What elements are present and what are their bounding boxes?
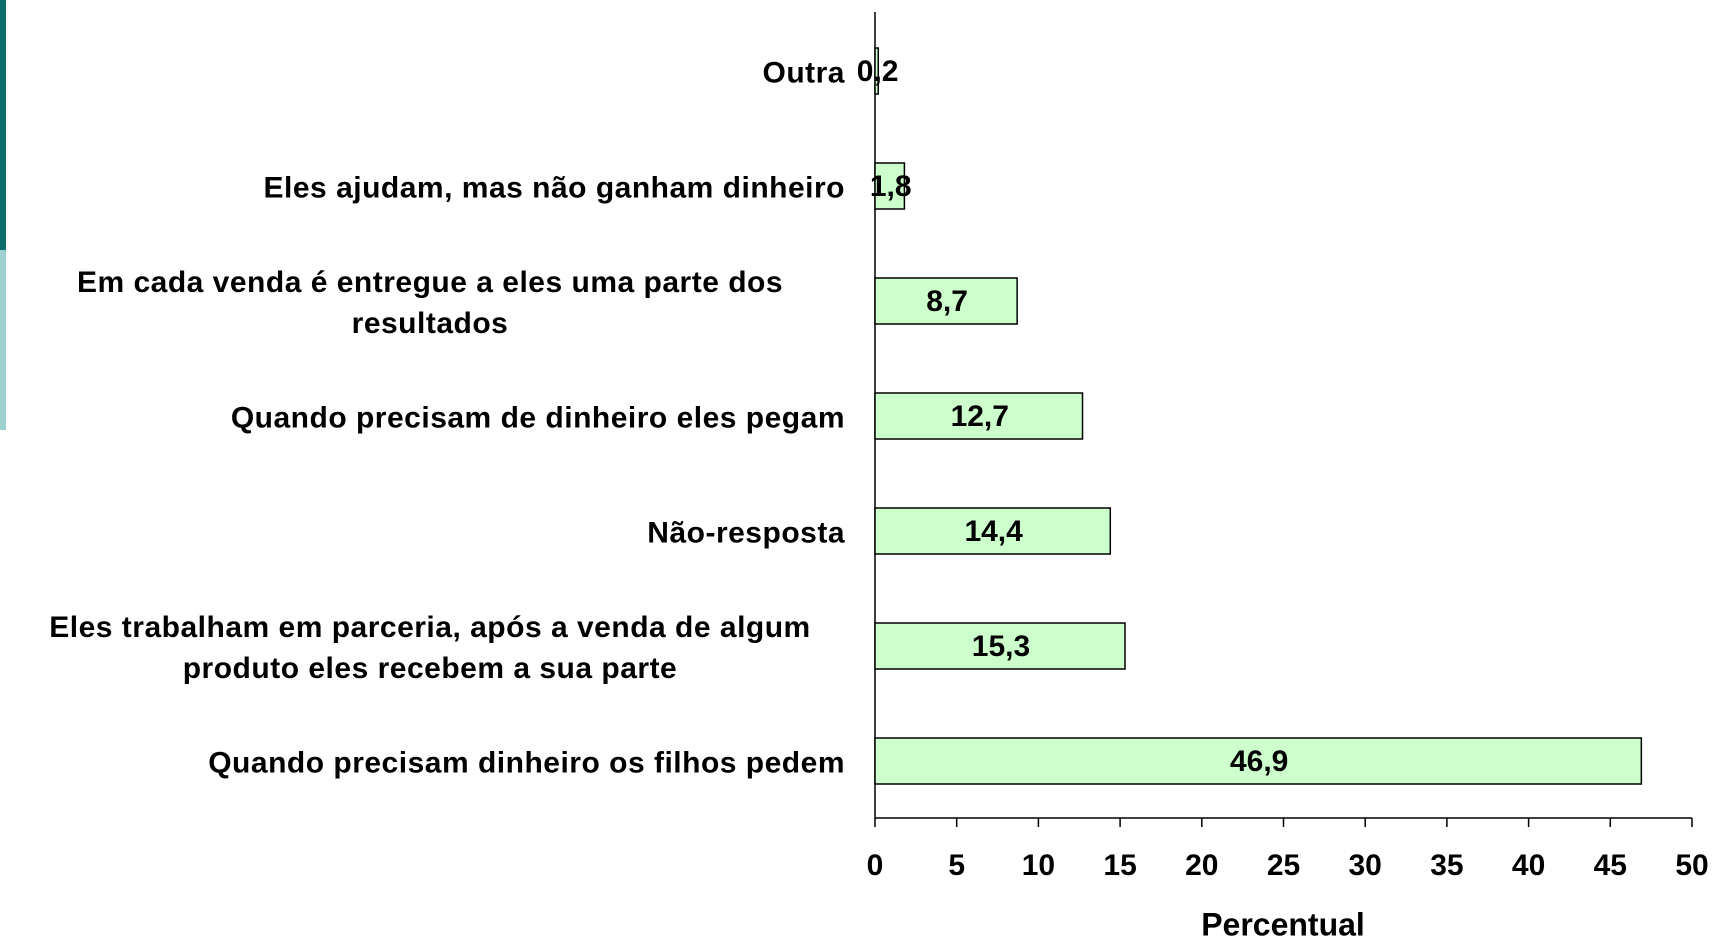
x-tick-label: 50 <box>1675 849 1708 882</box>
value-label: 46,9 <box>1230 745 1288 778</box>
x-tick-label: 40 <box>1512 849 1545 882</box>
x-tick-label: 20 <box>1185 849 1218 882</box>
x-tick-label: 15 <box>1103 849 1136 882</box>
x-tick-label: 45 <box>1594 849 1627 882</box>
y-tick-label: Em cada venda é entregue a eles uma part… <box>76 266 784 340</box>
value-label: 15,3 <box>972 630 1030 663</box>
x-tick-label: 35 <box>1430 849 1463 882</box>
bar <box>874 507 1112 555</box>
decoration <box>0 250 6 430</box>
bar <box>874 392 1084 440</box>
y-tick-label: Quando precisam dinheiro os filhos pedem <box>208 746 845 780</box>
x-axis-title: Percentual <box>1201 906 1365 940</box>
value-label: 14,4 <box>964 515 1023 548</box>
bar <box>874 47 880 95</box>
y-tick-label: Quando precisam de dinheiro eles pegam <box>230 401 845 435</box>
bar <box>874 277 1018 325</box>
y-tick-label: Eles ajudam, mas não ganham dinheiro <box>263 171 845 205</box>
x-tick-label: 5 <box>948 849 965 882</box>
x-tick-label: 0 <box>867 849 884 882</box>
x-tick-label: 30 <box>1349 849 1382 882</box>
value-label: 0,2 <box>857 55 899 88</box>
bar <box>874 737 1643 785</box>
bar <box>874 622 1126 670</box>
value-label: 8,7 <box>926 285 968 318</box>
value-label: 12,7 <box>951 400 1009 433</box>
bar <box>874 162 906 210</box>
y-tick-label: Não-resposta <box>647 516 845 550</box>
x-tick-label: 10 <box>1022 849 1055 882</box>
x-tick-label: 25 <box>1267 849 1300 882</box>
decoration <box>0 0 6 250</box>
y-tick-label: Eles trabalham em parceria, após a venda… <box>49 611 811 685</box>
y-tick-label: Outra <box>762 56 845 90</box>
value-label: 1,8 <box>870 170 912 203</box>
